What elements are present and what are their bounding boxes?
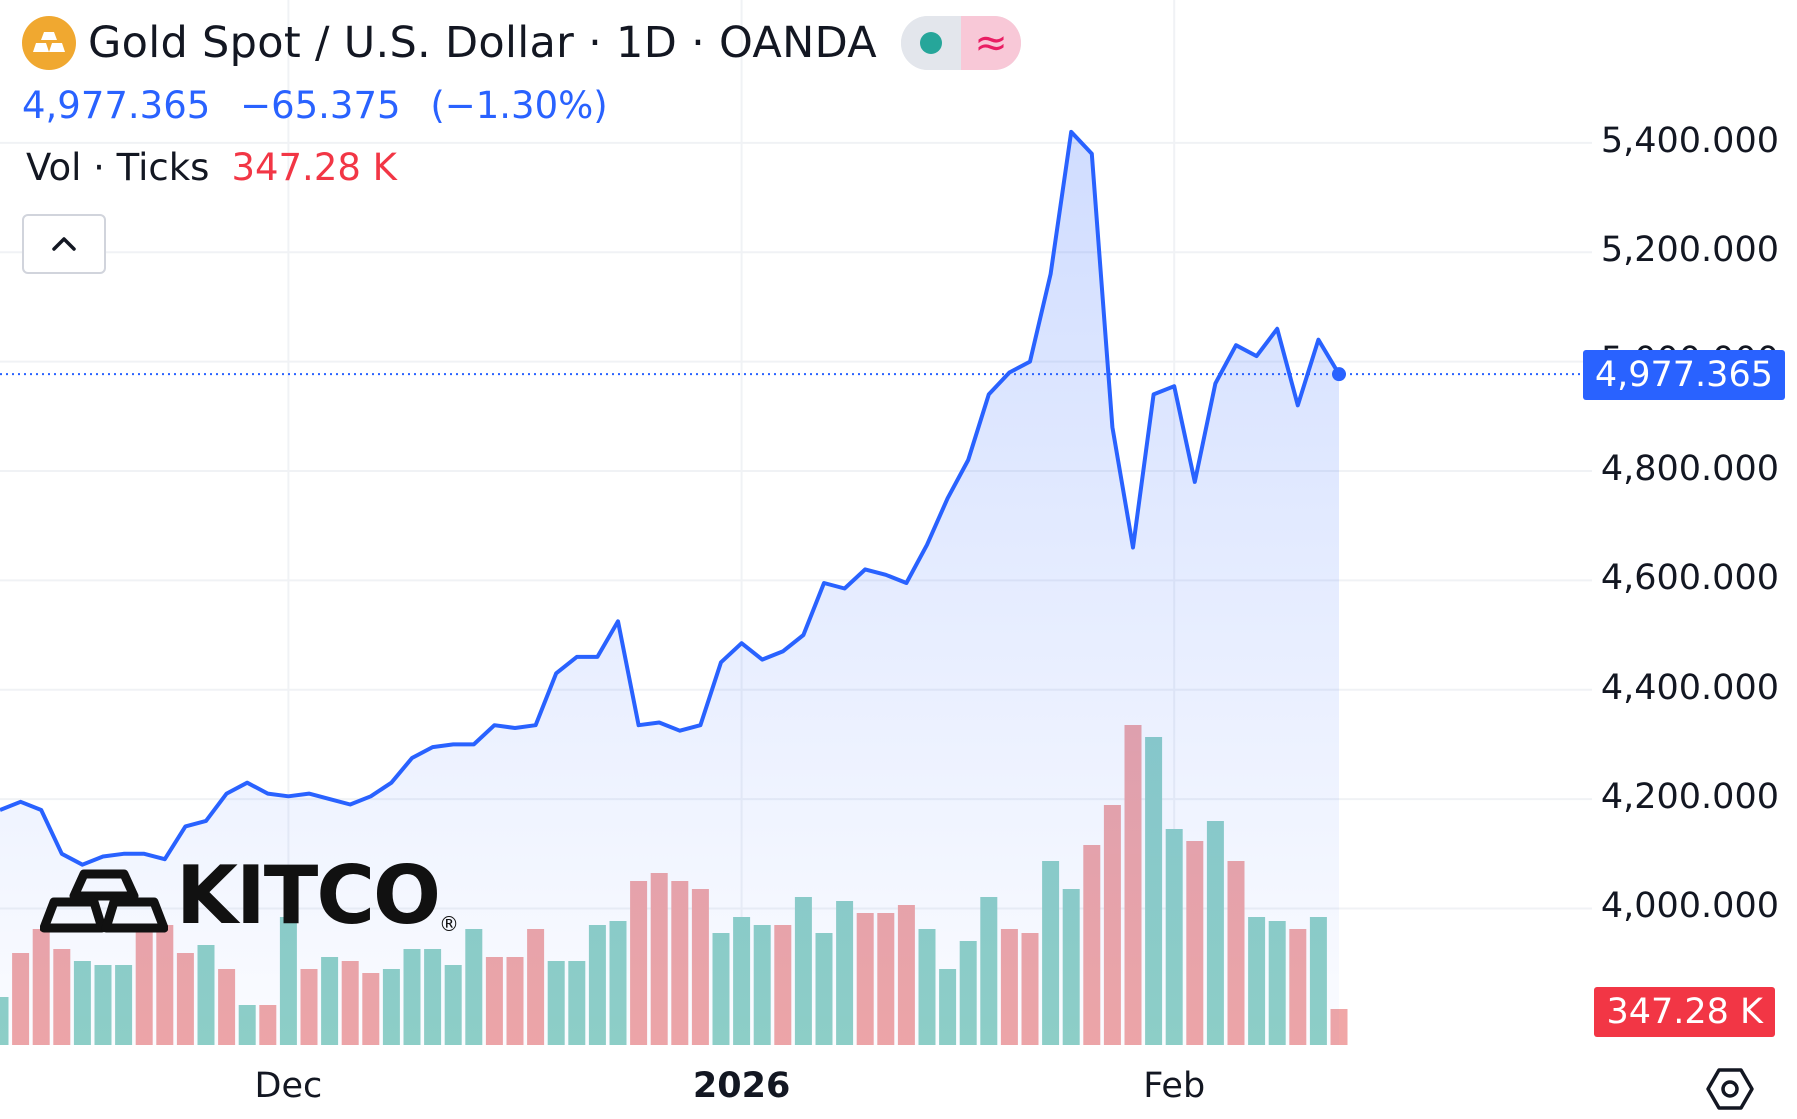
kitco-logo-icon [40,869,168,933]
price-axis-label: 4,000.000 [1600,886,1779,927]
price-area-fill [0,131,1339,1045]
time-axis-label: Feb [1143,1066,1206,1106]
kitco-wordmark: KITCO [176,849,441,942]
price-change-percent: (−1.30%) [430,84,608,127]
price-axis-label: 4,800.000 [1600,448,1779,489]
approx-icon[interactable]: ≈ [960,16,1021,70]
last-price: 4,977.365 [22,84,211,127]
time-axis-label: 2026 [692,1066,791,1106]
price-axis-label: 4,600.000 [1600,558,1779,599]
registered-mark: ® [439,912,460,936]
time-axis-label: Dec [254,1066,323,1106]
last-price-point [1332,367,1346,382]
quote-row: 4,977.365 −65.375 (−1.30%) [22,84,626,127]
price-axis-label: 4,400.000 [1600,667,1779,708]
price-line [0,129,1341,867]
symbol-title[interactable]: Gold Spot / U.S. Dollar · 1D · OANDA [88,18,877,68]
price-axis-label: 4,200.000 [1600,777,1779,818]
volume-label: Vol · Ticks [26,146,210,189]
gold-bars-icon [22,16,76,70]
volume-value: 347.28 K [231,146,397,189]
price-change: −65.375 [240,84,401,127]
kitco-watermark: KITCO ® [40,856,459,936]
last-volume-tag: 347.28 K [1594,987,1775,1037]
price-axis-label: 5,200.000 [1600,230,1779,271]
chart-settings-icon[interactable] [1705,1064,1755,1114]
green-dot-icon [919,32,942,54]
last-price-tag: 4,977.365 [1582,350,1785,400]
chart-header: Gold Spot / U.S. Dollar · 1D · OANDA ≈ [22,14,1021,72]
market-status-pill[interactable]: ≈ [900,16,1021,70]
collapse-legend-button[interactable] [22,214,106,274]
chevron-up-icon [52,237,76,251]
volume-legend[interactable]: Vol · Ticks 347.28 K [26,146,397,189]
market-open-indicator[interactable] [900,16,961,70]
price-axis-label: 5,400.000 [1600,120,1779,161]
